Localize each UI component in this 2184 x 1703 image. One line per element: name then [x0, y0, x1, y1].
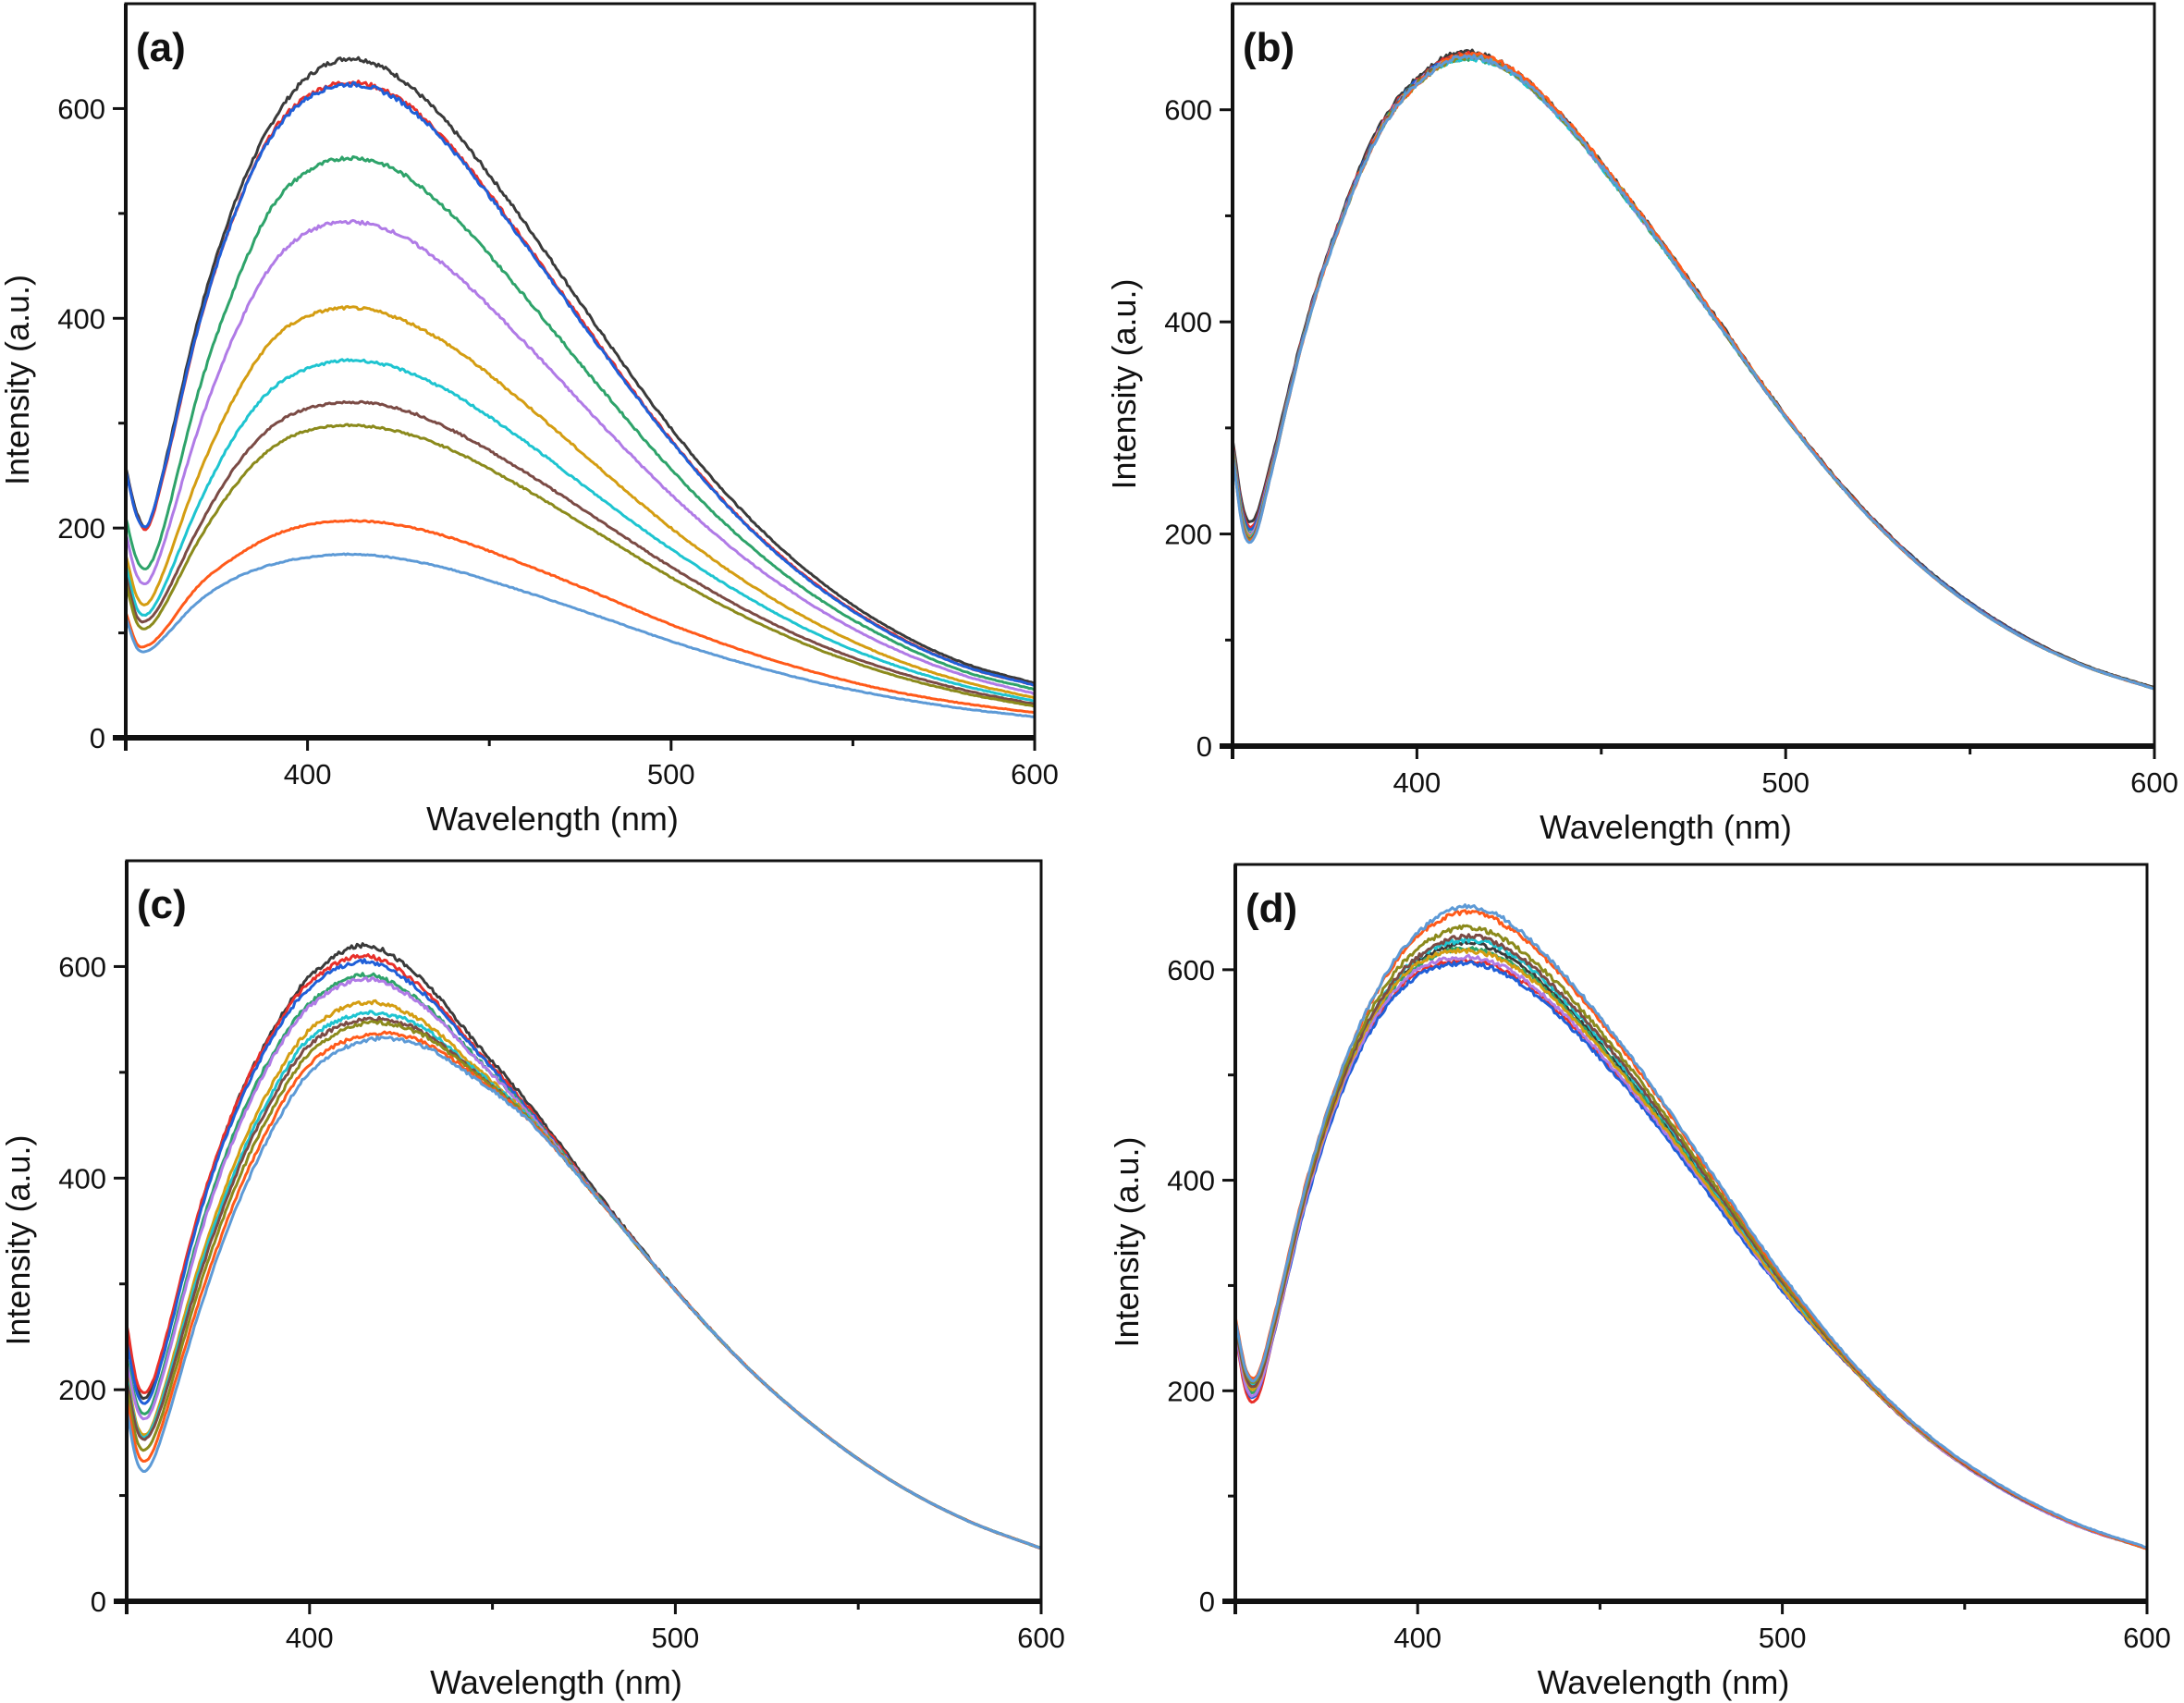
- series-group: [1231, 48, 2155, 691]
- x-tick-label: 500: [652, 1622, 700, 1654]
- series-line-s7: [124, 358, 1036, 703]
- series-line-s4: [125, 972, 1042, 1550]
- panel-label: (b): [1243, 25, 1294, 70]
- panel-b: 400 500 600 0 200 400 600 Wavelength (nm) Intens…: [1105, 2, 2178, 846]
- series-line-s4: [1233, 946, 2148, 1550]
- x-tick-label: 400: [286, 1622, 334, 1654]
- y-tick-label: 0: [1196, 730, 1212, 763]
- series-line-s4: [124, 155, 1036, 692]
- y-axis-label: Intensity (a.u.): [1105, 278, 1143, 489]
- series-line-s10: [124, 519, 1036, 715]
- y-axis-label: Intensity (a.u.): [1108, 1136, 1146, 1347]
- x-tick-label: 600: [2123, 1622, 2171, 1654]
- y-axis-label: Intensity (a.u.): [0, 1134, 37, 1345]
- y-tick-label: 600: [1164, 94, 1212, 127]
- y-tick-label: 400: [1167, 1165, 1215, 1197]
- series-line-s5: [125, 976, 1042, 1550]
- y-tick-label: 600: [1167, 954, 1215, 986]
- series-line-s3: [1233, 960, 2148, 1550]
- series-line-s5: [1233, 953, 2148, 1550]
- series-line-s5: [124, 218, 1036, 695]
- series-line-s9: [124, 423, 1036, 708]
- panel-c: 400 500 600 0 200 400 600 Wavelength (nm) Intens…: [0, 859, 1065, 1701]
- y-tick-label: 200: [57, 512, 105, 545]
- y-tick-label: 600: [58, 950, 106, 983]
- x-tick-label: 600: [2130, 766, 2178, 799]
- y-tick-label: 400: [58, 1162, 106, 1195]
- y-tick-label: 0: [91, 1586, 106, 1618]
- series-group: [125, 942, 1042, 1550]
- x-tick-label: 400: [284, 758, 332, 790]
- series-group: [124, 55, 1036, 718]
- x-axis-label: Wavelength (nm): [1540, 808, 1792, 846]
- series-group: [1233, 903, 2148, 1550]
- series-line-s6: [125, 999, 1042, 1550]
- series-line-s1: [125, 942, 1042, 1550]
- x-axis-label: Wavelength (nm): [426, 800, 679, 838]
- x-tick-label: 500: [1759, 1622, 1807, 1654]
- plot-frame: [125, 859, 1043, 1603]
- series-line-s6: [1233, 947, 2148, 1550]
- panel-label: (c): [137, 882, 187, 927]
- panel-a: 400 500 600 0 200 400 600 Wavelength (nm) Intens…: [0, 2, 1059, 838]
- x-tick-label: 600: [1017, 1622, 1065, 1654]
- series-line-s11: [124, 552, 1036, 718]
- y-tick-label: 200: [58, 1374, 106, 1406]
- x-tick-label: 400: [1393, 1622, 1442, 1654]
- x-tick-label: 400: [1393, 766, 1442, 799]
- y-tick-label: 400: [57, 302, 105, 335]
- series-line-s1: [124, 55, 1036, 685]
- x-tick-label: 600: [1011, 758, 1059, 790]
- series-line-s6: [124, 305, 1036, 700]
- y-tick-label: 0: [1199, 1586, 1215, 1618]
- x-tick-label: 500: [647, 758, 695, 790]
- y-tick-label: 200: [1167, 1375, 1215, 1407]
- series-line-s2: [1233, 958, 2148, 1550]
- y-tick-label: 400: [1164, 306, 1212, 338]
- y-tick-label: 0: [90, 722, 105, 754]
- series-line-s2: [124, 80, 1036, 687]
- series-line-s11: [125, 1035, 1042, 1550]
- x-axis-label: Wavelength (nm): [430, 1663, 682, 1701]
- y-tick-label: 200: [1164, 519, 1212, 551]
- series-line-s3: [124, 80, 1036, 687]
- panel-label: (d): [1245, 886, 1297, 931]
- y-tick-label: 600: [57, 92, 105, 125]
- series-line-s11: [1233, 903, 2148, 1550]
- series-line-s11: [1231, 54, 2155, 691]
- x-axis-label: Wavelength (nm): [1538, 1663, 1790, 1701]
- plot-frame: [124, 2, 1037, 740]
- series-line-s8: [124, 399, 1036, 706]
- series-line-s7: [125, 1010, 1042, 1550]
- x-tick-label: 500: [1761, 766, 1810, 799]
- panel-d: 400 500 600 0 200 400 600 Wavelength (nm) Intens…: [1108, 863, 2171, 1701]
- y-axis-label: Intensity (a.u.): [0, 275, 36, 485]
- series-line-s1: [1233, 940, 2148, 1550]
- panel-label: (a): [136, 25, 186, 70]
